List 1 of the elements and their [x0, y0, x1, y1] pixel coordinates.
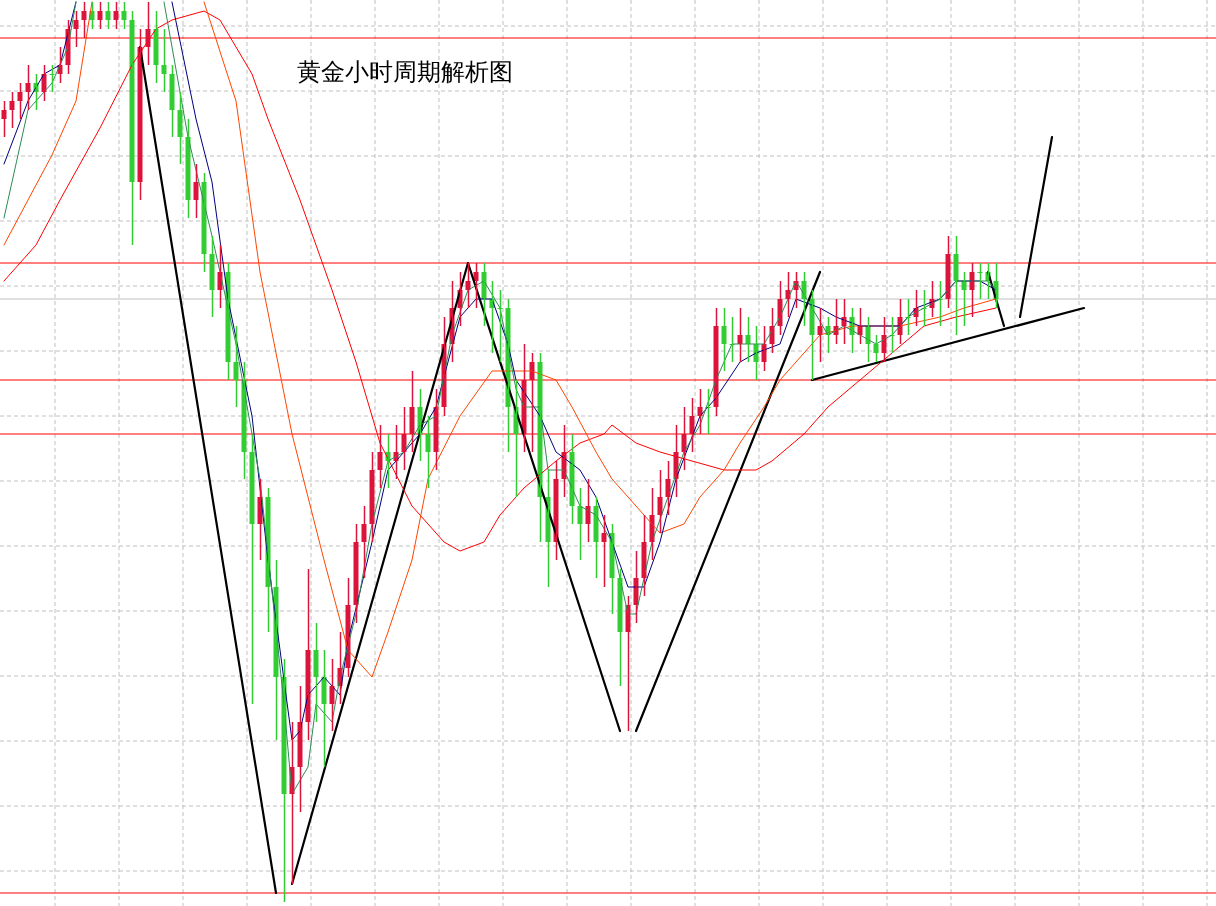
text: 黄金小时周期解析图 — [297, 58, 513, 86]
